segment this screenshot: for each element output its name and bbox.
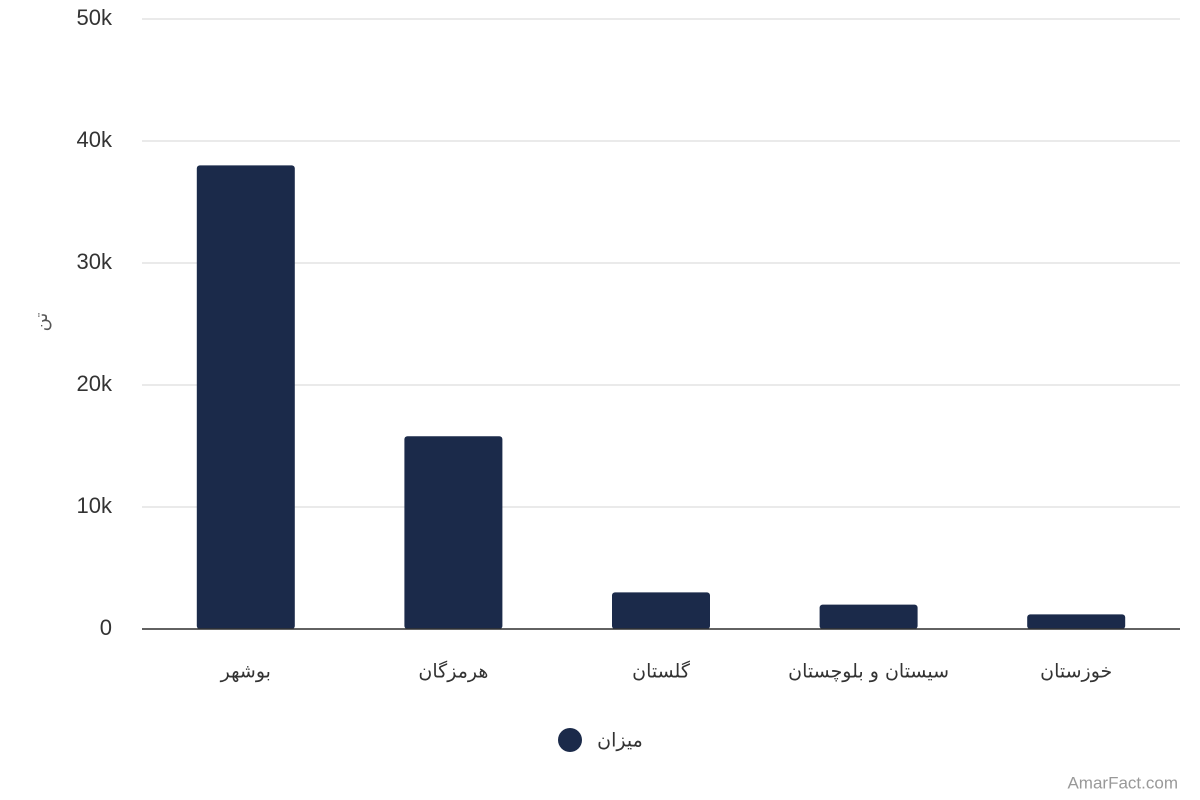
x-tick-label: خوزستان [1040, 661, 1112, 683]
bar [612, 592, 710, 629]
bar [1027, 614, 1126, 629]
x-tick-label: بوشهر [220, 661, 271, 683]
legend-label: میزان [597, 730, 643, 752]
y-tick-label: 10k [77, 493, 113, 518]
bar [819, 604, 918, 629]
bar [196, 165, 295, 629]
x-tick-label: سیستان و بلوچستان [788, 661, 949, 683]
bar [404, 436, 503, 629]
x-tick-label: هرمزگان [418, 660, 488, 683]
y-tick-label: 40k [77, 127, 113, 152]
y-tick-label: 0 [100, 615, 112, 640]
legend-marker [558, 728, 582, 752]
y-tick-label: 30k [77, 249, 113, 274]
y-tick-label: 20k [77, 371, 113, 396]
y-tick-label: 50k [77, 5, 113, 30]
watermark: AmarFact.com [1067, 773, 1178, 792]
y-axis-label: تن [31, 313, 52, 332]
x-tick-label: گلستان [632, 660, 691, 683]
